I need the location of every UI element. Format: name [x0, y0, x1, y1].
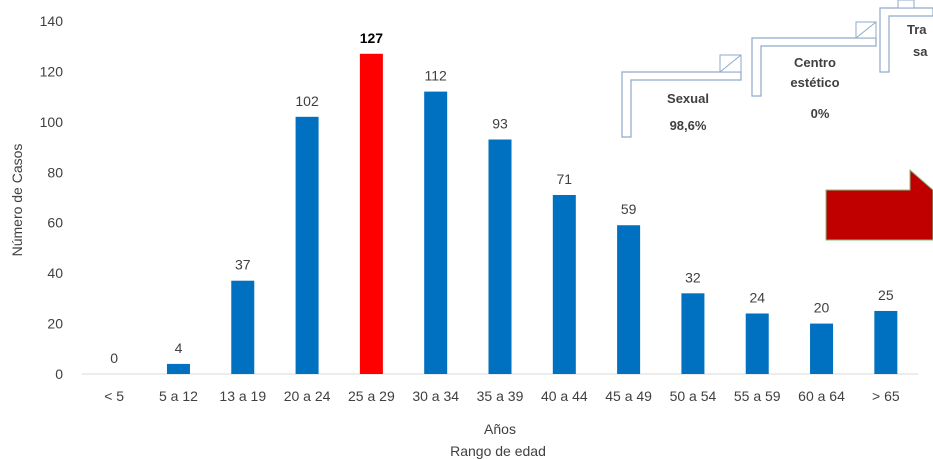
bar — [295, 116, 319, 375]
bar — [488, 139, 512, 374]
x-tick-label: 45 a 49 — [605, 388, 652, 404]
x-tick-label: 35 a 39 — [477, 388, 524, 404]
data-label: 25 — [878, 287, 894, 303]
y-tick-label: 0 — [55, 366, 63, 382]
callout-centro-value: 0% — [811, 106, 830, 121]
data-label: 71 — [557, 171, 573, 187]
bar — [681, 293, 705, 374]
data-labels: 0 4 37 102 127 112 93 71 59 32 24 20 25 — [110, 30, 894, 366]
bar — [745, 313, 769, 374]
bar — [617, 225, 641, 374]
x-tick-label: 55 a 59 — [734, 388, 781, 404]
y-tick-label: 60 — [47, 215, 63, 231]
data-label: 32 — [685, 269, 701, 285]
callout-centro-label1: Centro — [794, 55, 836, 70]
x-tick-label: < 5 — [104, 388, 124, 404]
bars — [166, 53, 898, 375]
x-axis-title: Años — [484, 421, 516, 437]
y-axis-title: Número de Casos — [9, 144, 25, 257]
bar — [166, 363, 190, 374]
data-label: 59 — [621, 201, 637, 217]
callout-sexual: Sexual 98,6% — [621, 54, 742, 138]
bar — [552, 194, 576, 374]
y-tick-label: 140 — [40, 13, 64, 29]
x-tick-label: 25 a 29 — [348, 388, 395, 404]
bar — [359, 53, 383, 375]
x-tick-label: 60 a 64 — [798, 388, 845, 404]
callout-sexual-label: Sexual — [667, 91, 709, 106]
bar — [424, 91, 448, 374]
data-label: 20 — [814, 300, 830, 316]
callout-centro-label2: estético — [790, 75, 839, 90]
bar — [874, 310, 898, 374]
y-tick-label: 40 — [47, 265, 63, 281]
data-label: 4 — [175, 340, 183, 356]
data-label: 102 — [295, 93, 319, 109]
x-axis-ticks: < 5 5 a 12 13 a 19 20 a 24 25 a 29 30 a 34 35 … — [104, 388, 900, 404]
x-axis-subtitle: Rango de edad — [450, 443, 546, 459]
x-tick-label: 20 a 24 — [284, 388, 331, 404]
x-tick-label: 5 a 12 — [159, 388, 198, 404]
bar — [231, 280, 255, 374]
data-label: 93 — [492, 116, 508, 132]
data-label: 24 — [749, 289, 765, 305]
y-tick-label: 100 — [40, 114, 64, 130]
data-label: 37 — [235, 257, 251, 273]
y-tick-label: 20 — [47, 316, 63, 332]
x-tick-label: 50 a 54 — [670, 388, 717, 404]
data-label: 127 — [360, 30, 384, 46]
callout-centro-estetico: Centro estético 0% — [751, 21, 877, 121]
callout-tra-label1: Tra — [907, 22, 927, 37]
x-tick-label: 13 a 19 — [219, 388, 266, 404]
x-tick-label: 40 a 44 — [541, 388, 588, 404]
y-axis-ticks: 0 20 40 60 80 100 120 140 — [40, 13, 64, 382]
y-tick-label: 80 — [47, 164, 63, 180]
arrow-icon — [825, 168, 933, 241]
x-tick-label: > 65 — [872, 388, 900, 404]
y-tick-label: 120 — [40, 63, 64, 79]
bar — [810, 323, 834, 374]
x-tick-label: 30 a 34 — [412, 388, 459, 404]
callout-tra: Tra sa — [879, 0, 933, 73]
data-label: 112 — [425, 68, 448, 84]
callout-tra-label2: sa — [913, 44, 928, 59]
callout-sexual-value: 98,6% — [670, 118, 707, 133]
data-label: 0 — [110, 350, 118, 366]
